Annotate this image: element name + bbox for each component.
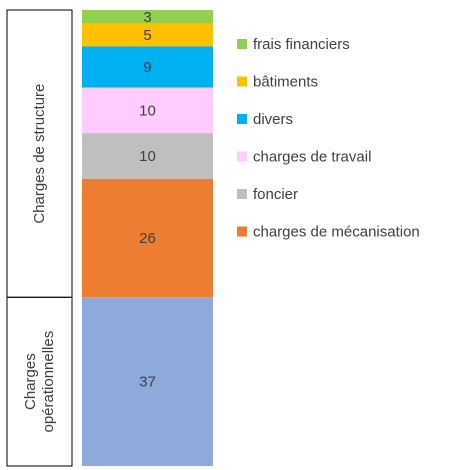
bar-segment bbox=[82, 178, 213, 298]
group-label: Charges bbox=[22, 353, 39, 410]
legend-label: divers bbox=[253, 111, 293, 128]
data-label: 9 bbox=[143, 59, 151, 76]
bar-segment bbox=[82, 133, 213, 179]
bar-segment bbox=[82, 46, 213, 88]
legend-swatch bbox=[237, 76, 247, 87]
legend-label: charges de mécanisation bbox=[253, 223, 420, 240]
legend-label: bâtiments bbox=[253, 73, 318, 90]
data-label: 3 bbox=[143, 9, 151, 26]
group-box bbox=[6, 296, 73, 467]
data-label: 10 bbox=[139, 102, 156, 119]
legend-label: charges de travail bbox=[253, 148, 371, 165]
data-label: 5 bbox=[143, 27, 151, 44]
legend-label: frais financiers bbox=[253, 36, 350, 53]
bar-segment bbox=[82, 23, 213, 47]
group-label: opérationnelles bbox=[40, 331, 57, 433]
legend-swatch bbox=[237, 189, 247, 199]
group-label: Charges de structure bbox=[31, 84, 48, 224]
bar-segment bbox=[82, 297, 213, 466]
legend-swatch bbox=[237, 151, 247, 162]
data-label: 26 bbox=[139, 230, 156, 247]
data-label: 37 bbox=[139, 374, 156, 391]
legend-swatch bbox=[237, 39, 247, 49]
bar-segment bbox=[82, 87, 213, 134]
legend-swatch bbox=[237, 114, 247, 124]
data-label: 10 bbox=[139, 148, 156, 165]
legend-swatch bbox=[237, 226, 247, 237]
bar-segment bbox=[82, 10, 213, 24]
legend-label: foncier bbox=[253, 186, 298, 203]
